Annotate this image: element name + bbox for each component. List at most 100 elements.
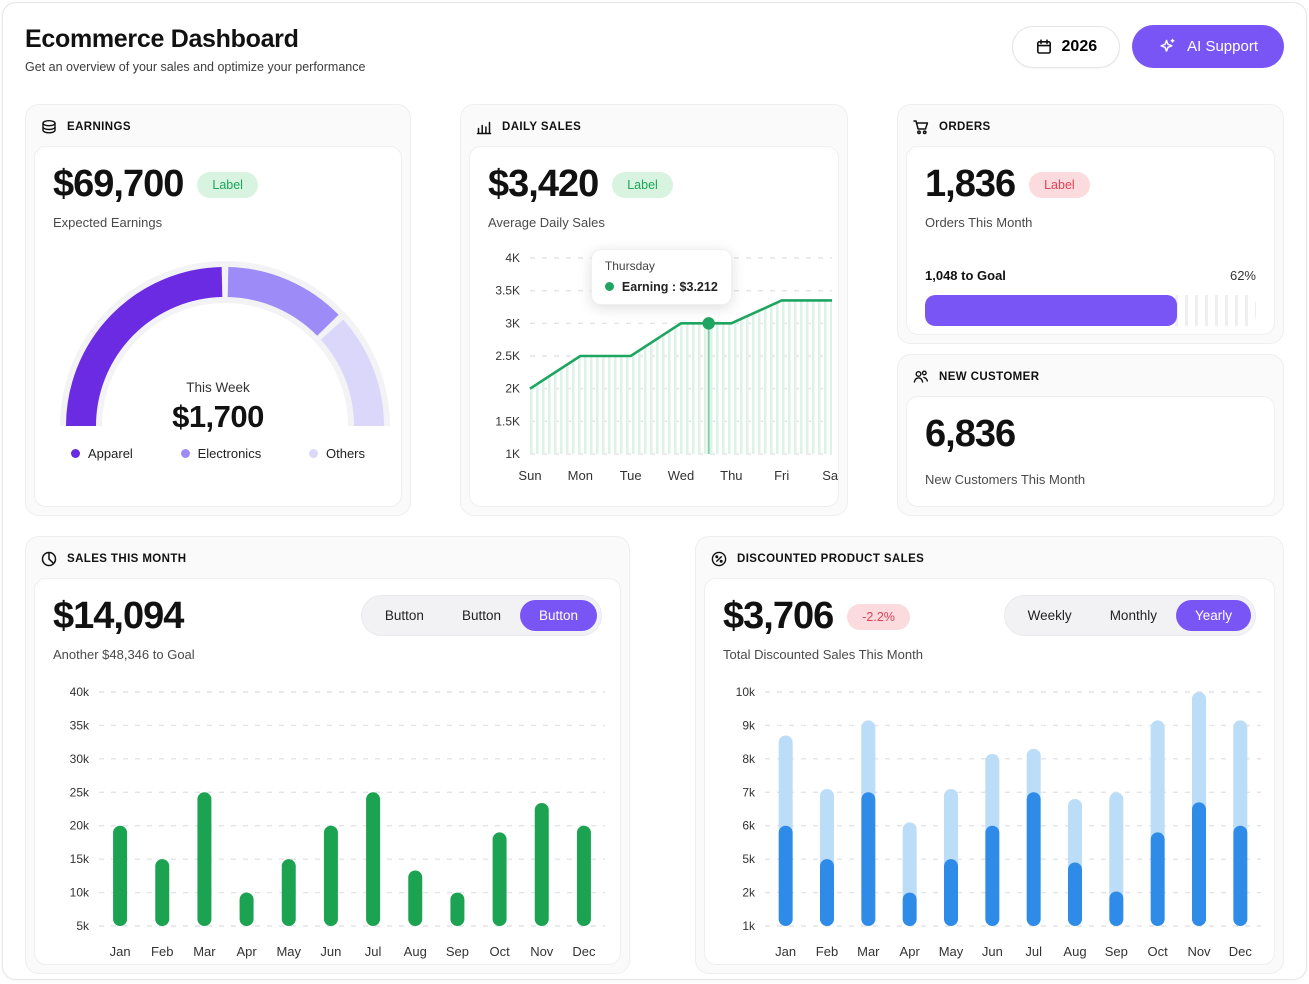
- daily-sales-card-body: $3,420 Label Average Daily Sales 1K 1.5K 2…: [469, 146, 839, 507]
- legend-label: Apparel: [88, 446, 133, 461]
- segment-button-monthly[interactable]: Monthly: [1091, 600, 1176, 631]
- segment-button-2[interactable]: Button: [443, 600, 520, 631]
- svg-text:May: May: [939, 944, 964, 959]
- svg-text:25k: 25k: [70, 785, 90, 799]
- svg-text:Aug: Aug: [1063, 944, 1086, 959]
- discount-percent-icon: [710, 550, 728, 568]
- svg-text:Sat: Sat: [822, 468, 839, 483]
- orders-goal-row: 1,048 to Goal 62%: [925, 268, 1256, 283]
- earnings-gauge-chart: This Week $1,700 Apparel Electronics Oth…: [53, 246, 390, 461]
- card-title: SALES THIS MONTH: [67, 553, 187, 565]
- svg-text:Oct: Oct: [1148, 944, 1169, 959]
- segment-button-yearly[interactable]: Yearly: [1175, 600, 1251, 631]
- svg-text:Nov: Nov: [1187, 944, 1211, 959]
- svg-text:Jan: Jan: [110, 944, 131, 959]
- gauge-center-text: This Week $1,700: [53, 380, 383, 435]
- svg-text:Fri: Fri: [774, 468, 789, 483]
- svg-text:Thu: Thu: [720, 468, 742, 483]
- users-icon: [912, 368, 930, 386]
- card-title: ORDERS: [939, 121, 991, 133]
- card-title: EARNINGS: [67, 121, 131, 133]
- svg-text:3K: 3K: [505, 316, 520, 330]
- legend-item-others: Others: [308, 446, 365, 461]
- svg-text:Sep: Sep: [446, 944, 469, 959]
- svg-text:Dec: Dec: [572, 944, 596, 959]
- gauge-center-value: $1,700: [172, 399, 264, 434]
- segment-button-1[interactable]: Button: [366, 600, 443, 631]
- orders-card-body: 1,836 Label Orders This Month 1,048 to G…: [906, 146, 1275, 335]
- svg-text:4K: 4K: [505, 251, 520, 265]
- ai-support-label: AI Support: [1187, 38, 1258, 55]
- discounted-stacked-bar-chart: 1k 2k 5k 6k 7k 8k 9k 10k Jan Feb Mar Apr May Jun Jul Au…: [723, 676, 1261, 964]
- svg-text:Mar: Mar: [193, 944, 216, 959]
- svg-text:Feb: Feb: [816, 944, 838, 959]
- discounted-change-badge: -2.2%: [847, 603, 910, 630]
- svg-text:Aug: Aug: [404, 944, 427, 959]
- new-customer-card: NEW CUSTOMER 6,836 New Customers This Mo…: [897, 354, 1284, 516]
- sales-month-sublabel: Another $48,346 to Goal: [53, 647, 195, 662]
- svg-text:Feb: Feb: [151, 944, 173, 959]
- legend-dot: [180, 449, 190, 458]
- segment-button-3[interactable]: Button: [519, 600, 597, 631]
- svg-text:20k: 20k: [70, 819, 90, 833]
- discounted-segmented-control: Weekly Monthly Yearly: [1003, 595, 1256, 636]
- svg-text:Apr: Apr: [236, 944, 257, 959]
- year-selector-button[interactable]: 2026: [1011, 25, 1121, 68]
- legend-dot: [71, 449, 80, 458]
- svg-text:Apr: Apr: [900, 944, 921, 959]
- bar-chart-svg: 5k 10k 15k 20k 25k 30k 35k 40k Jan Feb Mar Apr May Ju…: [70, 685, 605, 959]
- svg-text:2k: 2k: [742, 886, 756, 900]
- svg-text:5k: 5k: [742, 852, 756, 866]
- svg-text:35k: 35k: [70, 718, 90, 732]
- svg-text:15k: 15k: [70, 852, 90, 866]
- orders-label-badge: Label: [1029, 171, 1090, 198]
- svg-text:6k: 6k: [742, 819, 756, 833]
- discounted-sublabel: Total Discounted Sales This Month: [723, 647, 923, 662]
- svg-text:Jun: Jun: [320, 944, 341, 959]
- earnings-card-body: $69,700 Label Expected Earnings This Wee…: [34, 146, 402, 507]
- discounted-stat: $3,706 -2.2% Total Discounted Sales This…: [723, 595, 923, 662]
- earnings-sublabel: Expected Earnings: [53, 215, 163, 230]
- top-row-third-column: ORDERS 1,836 Label Orders This Month 1,0…: [897, 104, 1284, 516]
- orders-card: ORDERS 1,836 Label Orders This Month 1,0…: [897, 104, 1284, 344]
- gauge-center-label: This Week: [186, 380, 250, 395]
- daily-sales-card-header: DAILY SALES: [461, 105, 847, 146]
- sparkles-icon: [1158, 37, 1177, 56]
- svg-text:Jan: Jan: [775, 944, 796, 959]
- page-subtitle: Get an overview of your sales and optimi…: [25, 60, 366, 74]
- svg-text:Mon: Mon: [568, 468, 593, 483]
- sales-month-card-body: $14,094 Another $48,346 to Goal Button B…: [34, 578, 621, 965]
- orders-value: 1,836: [925, 163, 1016, 205]
- page-header: Ecommerce Dashboard Get an overview of y…: [25, 25, 1284, 74]
- orders-card-header: ORDERS: [898, 105, 1283, 146]
- svg-text:5k: 5k: [76, 919, 90, 933]
- earnings-card: EARNINGS $69,700 Label Expected Earnings…: [25, 104, 411, 516]
- discounted-card-body: $3,706 -2.2% Total Discounted Sales This…: [704, 578, 1275, 965]
- legend-label: Others: [325, 446, 365, 461]
- tooltip-text: Earning : $3.212: [621, 279, 718, 294]
- ai-support-button[interactable]: AI Support: [1132, 25, 1284, 68]
- discounted-sales-card: DISCOUNTED PRODUCT SALES $3,706 -2.2% To…: [695, 536, 1284, 974]
- page-title: Ecommerce Dashboard: [25, 25, 299, 53]
- svg-text:1k: 1k: [742, 919, 756, 933]
- card-title: DISCOUNTED PRODUCT SALES: [737, 553, 925, 565]
- bar-chart-icon: [475, 118, 493, 136]
- bottom-row: SALES THIS MONTH $14,094 Another $48,346…: [25, 536, 1284, 974]
- legend-item-apparel: Apparel: [71, 446, 133, 461]
- svg-text:9k: 9k: [742, 718, 756, 732]
- new-customer-card-header: NEW CUSTOMER: [898, 355, 1283, 396]
- daily-sales-card: DAILY SALES $3,420 Label Average Daily S…: [460, 104, 848, 516]
- legend-dot: [308, 449, 318, 458]
- segment-button-weekly[interactable]: Weekly: [1009, 600, 1091, 631]
- sales-month-stat: $14,094 Another $48,346 to Goal: [53, 595, 195, 662]
- svg-text:Jun: Jun: [982, 944, 1003, 959]
- sales-month-value: $14,094: [53, 595, 184, 637]
- svg-text:10k: 10k: [736, 685, 756, 699]
- orders-sublabel: Orders This Month: [925, 215, 1033, 230]
- svg-text:Jul: Jul: [1025, 944, 1042, 959]
- svg-text:2.5K: 2.5K: [495, 349, 520, 363]
- gauge-legend: Apparel Electronics Others: [53, 432, 383, 461]
- orders-progress-fill: [925, 295, 1177, 326]
- legend-label: Electronics: [197, 446, 262, 461]
